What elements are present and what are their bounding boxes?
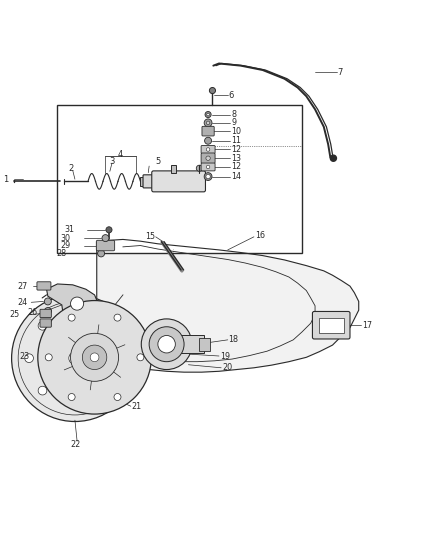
Circle shape [71,297,84,310]
Bar [199,338,210,351]
Text: 20: 20 [222,364,232,372]
Text: 12: 12 [231,163,241,172]
Circle shape [90,353,99,362]
FancyBboxPatch shape [152,171,205,192]
Bar [171,165,176,173]
Circle shape [68,314,75,321]
Text: 6: 6 [229,91,234,100]
Circle shape [207,113,209,116]
Circle shape [196,165,202,171]
Text: 27: 27 [17,281,28,290]
Text: 24: 24 [17,298,28,307]
Text: 22: 22 [71,440,81,449]
FancyBboxPatch shape [40,309,51,318]
Text: 5: 5 [155,157,161,166]
Circle shape [114,314,121,321]
FancyBboxPatch shape [40,319,51,327]
FancyBboxPatch shape [201,146,215,154]
Text: 21: 21 [132,402,142,411]
Circle shape [38,386,47,395]
Text: 7: 7 [338,68,343,77]
Circle shape [98,250,105,257]
Text: 9: 9 [231,118,237,127]
Text: 31: 31 [64,225,74,235]
Circle shape [82,345,107,369]
Circle shape [68,393,75,400]
FancyBboxPatch shape [143,175,153,188]
Circle shape [71,333,119,381]
Circle shape [38,301,151,414]
Text: 16: 16 [255,231,265,240]
Circle shape [206,148,210,151]
Circle shape [44,298,51,305]
Circle shape [106,227,112,233]
Bar [318,318,344,333]
Circle shape [103,386,112,395]
Circle shape [206,156,210,160]
Bar [57,105,302,253]
FancyBboxPatch shape [312,311,350,339]
Circle shape [206,121,210,125]
Text: 30: 30 [60,233,71,243]
Circle shape [44,308,51,314]
Circle shape [69,352,81,364]
Circle shape [141,319,192,369]
Circle shape [330,155,336,161]
Circle shape [158,335,175,353]
Text: 26: 26 [28,308,38,317]
Text: 15: 15 [145,232,155,241]
Circle shape [205,138,212,144]
Circle shape [117,354,125,362]
Circle shape [71,400,79,408]
Circle shape [206,174,210,179]
Circle shape [103,321,112,330]
Circle shape [49,332,101,384]
Text: 28: 28 [56,249,66,258]
Text: 10: 10 [231,127,241,136]
Circle shape [45,354,52,361]
FancyBboxPatch shape [202,126,214,136]
Text: 18: 18 [229,335,239,344]
FancyBboxPatch shape [96,240,115,251]
Text: 19: 19 [220,351,230,360]
Circle shape [137,354,144,361]
Circle shape [149,327,184,362]
Polygon shape [46,284,98,322]
Circle shape [114,393,121,400]
Bar [175,335,204,353]
Bar [140,176,143,186]
Text: 11: 11 [231,136,241,146]
FancyBboxPatch shape [201,153,215,164]
Text: 14: 14 [231,172,241,181]
FancyBboxPatch shape [201,163,215,171]
Text: 13: 13 [231,154,241,163]
Circle shape [204,173,212,181]
Circle shape [209,87,215,94]
Circle shape [71,308,79,317]
Circle shape [62,345,88,372]
Text: 25: 25 [10,310,20,319]
Circle shape [102,235,109,241]
Text: 3: 3 [109,157,114,166]
Text: 8: 8 [231,110,236,119]
Text: 2: 2 [68,164,74,173]
FancyBboxPatch shape [37,282,51,290]
Text: 1: 1 [3,175,8,184]
Circle shape [38,321,47,330]
Circle shape [25,354,33,362]
Circle shape [12,295,138,422]
Polygon shape [84,239,359,372]
Text: 12: 12 [231,145,241,154]
Text: 4: 4 [118,150,123,159]
Circle shape [206,165,210,169]
Circle shape [205,111,211,118]
Text: 29: 29 [60,241,71,250]
Text: 23: 23 [19,351,29,360]
Circle shape [204,119,212,127]
Text: 17: 17 [362,321,372,330]
